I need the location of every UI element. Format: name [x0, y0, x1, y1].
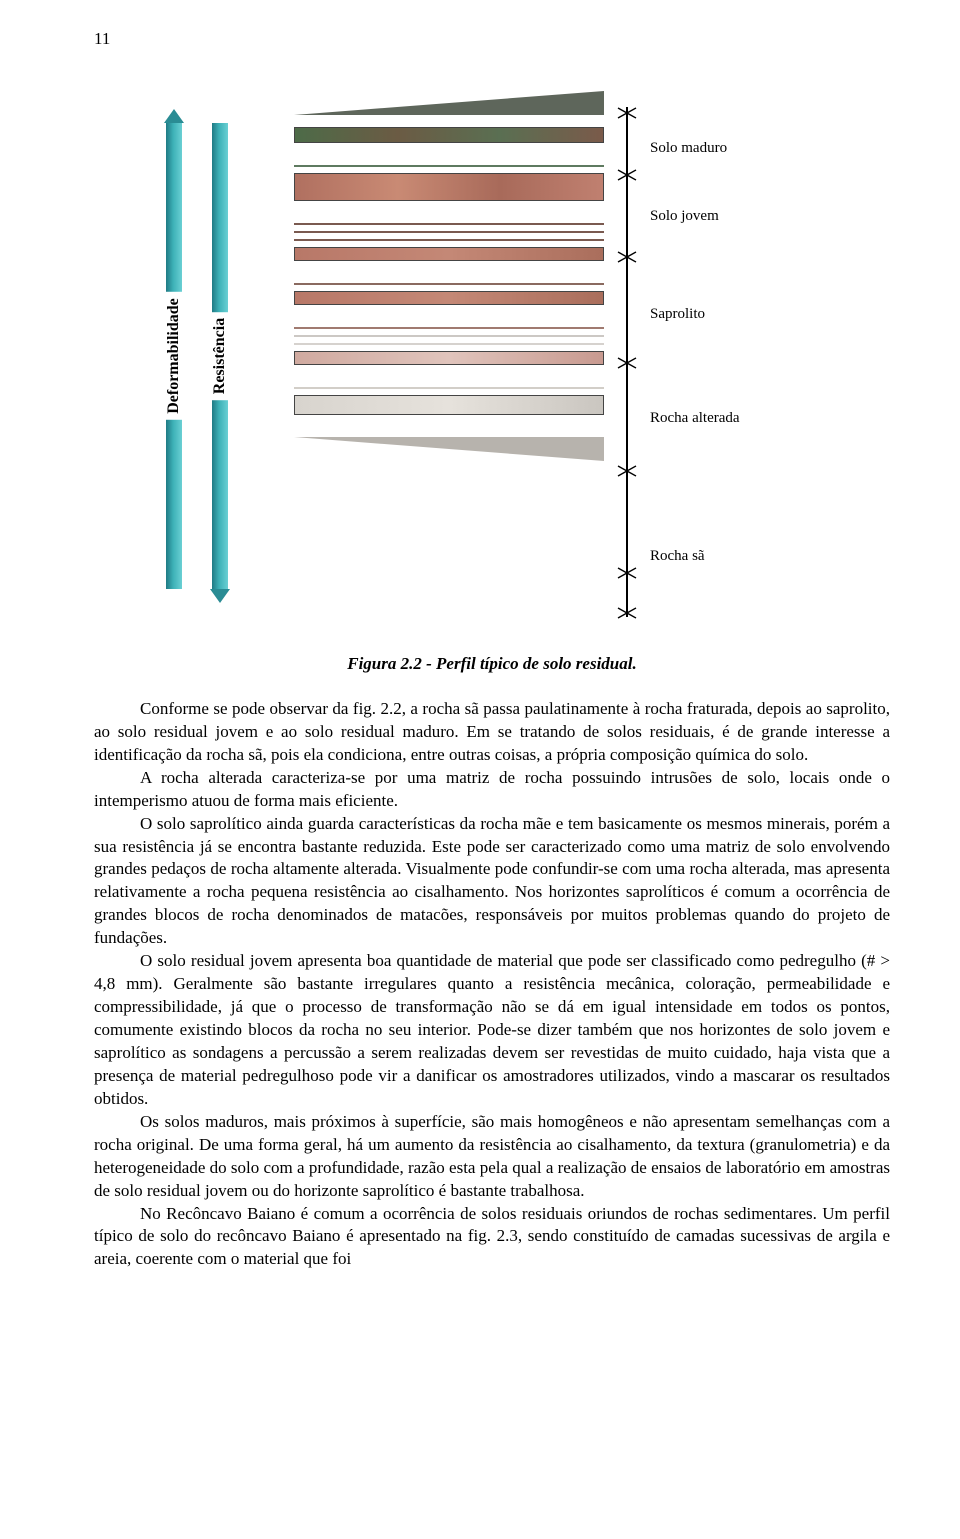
paragraph: A rocha alterada caracteriza-se por uma …: [94, 767, 890, 813]
resistencia-axis: Resistência: [210, 109, 230, 603]
wedge-top-icon: [294, 91, 604, 115]
tick-mark-icon: [616, 566, 638, 580]
axis-label: Resistência: [209, 312, 231, 400]
tick-mark-icon: [616, 168, 638, 182]
soil-profile-diagram: Deformabilidade Resistência Solo maduroS…: [164, 91, 774, 631]
arrow-down-icon: [210, 589, 230, 603]
paragraph: O solo residual jovem apresenta boa quan…: [94, 950, 890, 1111]
tick-mark-icon: [616, 606, 638, 620]
stratum-layer: [294, 247, 604, 261]
figure-caption: Figura 2.2 - Perfil típico de solo resid…: [94, 653, 890, 676]
page-number: 11: [94, 28, 890, 51]
tick-mark-icon: [616, 106, 638, 120]
stratum-layer: [294, 351, 604, 365]
paragraph: Conforme se pode observar da fig. 2.2, a…: [94, 698, 890, 767]
tick-mark-icon: [616, 250, 638, 264]
strata-column: [294, 91, 604, 621]
stratum-layer: [294, 395, 604, 415]
axis-label: Deformabilidade: [163, 292, 185, 420]
layer-label: Rocha sã: [650, 546, 705, 566]
layer-label: Saprolito: [650, 304, 705, 324]
layer-label: Solo jovem: [650, 206, 719, 226]
layer-label: Rocha alterada: [650, 408, 740, 428]
paragraph: Os solos maduros, mais próximos à superf…: [94, 1111, 890, 1203]
right-scale: Solo maduro Solo jovem Saprolito Rocha alte…: [626, 113, 766, 611]
stratum-layer: [294, 173, 604, 201]
paragraph: No Recôncavo Baiano é comum a ocorrência…: [94, 1203, 890, 1272]
paragraph: O solo saprolítico ainda guarda caracter…: [94, 813, 890, 951]
tick-mark-icon: [616, 356, 638, 370]
deformabilidade-axis: Deformabilidade: [164, 109, 184, 603]
tick-mark-icon: [616, 464, 638, 478]
wedge-bottom-icon: [294, 437, 604, 461]
layer-label: Solo maduro: [650, 138, 727, 158]
arrow-up-icon: [164, 109, 184, 123]
vertical-axes: Deformabilidade Resistência: [164, 109, 230, 603]
stratum-layer: [294, 127, 604, 143]
body-text: Conforme se pode observar da fig. 2.2, a…: [94, 698, 890, 1271]
stratum-layer: [294, 291, 604, 305]
